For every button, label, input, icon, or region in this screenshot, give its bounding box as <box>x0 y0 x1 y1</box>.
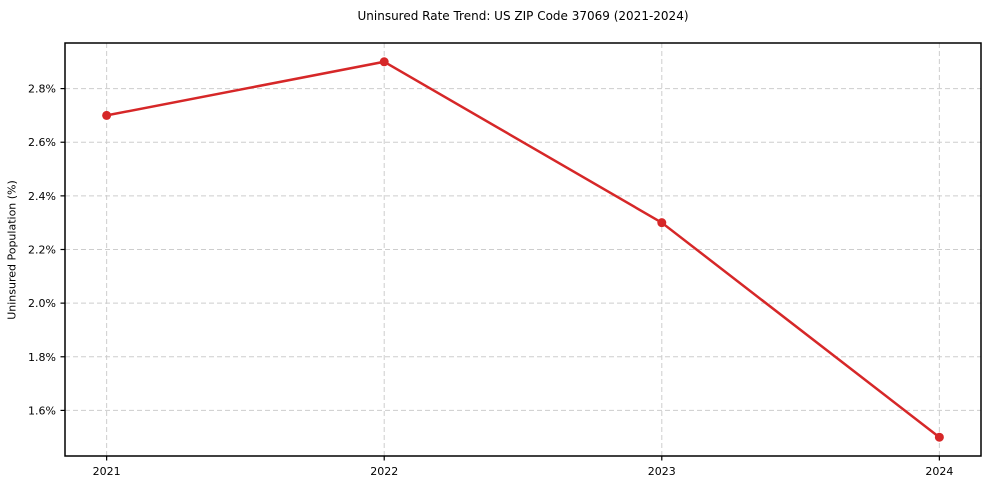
y-tick-label: 2.4% <box>28 190 56 203</box>
y-tick-label: 1.8% <box>28 351 56 364</box>
y-tick-label: 2.6% <box>28 136 56 149</box>
y-tick-label: 2.8% <box>28 83 56 96</box>
trend-line <box>105 60 941 439</box>
x-tick-label: 2023 <box>648 465 676 478</box>
chart-title: Uninsured Rate Trend: US ZIP Code 37069 … <box>357 9 689 23</box>
data-point-marker <box>379 57 389 67</box>
x-tick-label: 2024 <box>925 465 953 478</box>
y-tick-label: 1.6% <box>28 404 56 417</box>
y-tick-label: 2.0% <box>28 297 56 310</box>
data-point-marker <box>102 110 112 120</box>
x-tick-label: 2021 <box>93 465 121 478</box>
data-point-marker <box>934 432 944 442</box>
y-tick-label: 2.2% <box>28 244 56 257</box>
data-point-marker <box>657 218 667 228</box>
x-tick-label: 2022 <box>370 465 398 478</box>
